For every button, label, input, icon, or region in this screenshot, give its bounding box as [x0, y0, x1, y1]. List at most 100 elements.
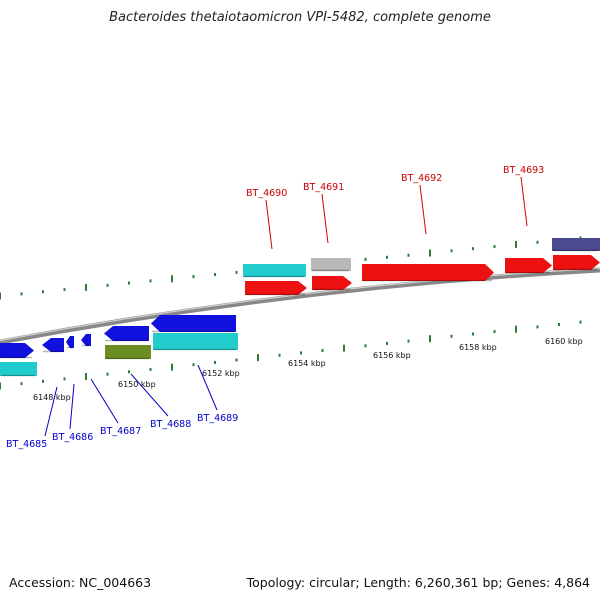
gene-labels: 6148 kbp 6150 kbp 6152 kbp 6154 kbp 6156 kbp…	[6, 165, 583, 450]
label-leader-lines	[44, 176, 528, 437]
leader-line	[520, 176, 528, 227]
feature-bt4685-gene	[0, 362, 37, 376]
lower-tick	[106, 372, 109, 376]
gene-label-bt4687: BT_4687	[100, 426, 141, 437]
gene-label-bt4689: BT_4689	[197, 413, 238, 424]
feature-bt4690-cds	[245, 281, 307, 295]
lower-tick	[386, 341, 388, 345]
upper-tick	[472, 247, 474, 251]
lower-tick	[536, 325, 539, 329]
feature-bt4691-cds	[312, 276, 352, 290]
feature-bt4687-cds	[81, 334, 91, 346]
accession-text: Accession: NC_004663	[9, 575, 152, 590]
leader-line	[265, 199, 273, 250]
upper-tick	[235, 270, 238, 274]
upper-tick	[20, 292, 23, 296]
feature-bt4686-cds	[42, 338, 64, 352]
lower-tick	[278, 353, 281, 357]
feature-bt4685-cds	[0, 343, 34, 358]
genome-title: Bacteroides thetaiotaomicron VPI-5482, c…	[109, 10, 491, 25]
lower-tick	[42, 379, 44, 383]
feature-bt4688-cds	[104, 326, 149, 341]
lower-tick	[300, 351, 302, 355]
upper-tick	[192, 275, 195, 279]
lower-tick	[192, 363, 195, 367]
leader-line	[197, 364, 218, 411]
lower-tick	[128, 370, 130, 374]
leader-line	[90, 378, 119, 424]
lower-tick	[579, 320, 582, 324]
leader-line	[321, 193, 329, 244]
feature-bt4689-cds	[151, 315, 236, 332]
lower-tick	[407, 339, 410, 343]
genome-backbone-highlight	[0, 267, 600, 342]
lower-tick	[214, 360, 216, 364]
lower-tick	[472, 332, 474, 336]
gene-label-bt4693: BT_4693	[503, 165, 544, 176]
lower-tick	[85, 373, 87, 380]
upper-tick	[42, 290, 44, 294]
lower-tick	[257, 354, 259, 362]
lower-tick	[149, 367, 152, 371]
upper-tick	[171, 275, 173, 283]
gene-label-bt4685: BT_4685	[6, 439, 47, 450]
genome-stats-text: Topology: circular; Length: 6,260,361 bp…	[246, 575, 590, 590]
lower-tick	[493, 330, 496, 334]
upper-tick	[128, 281, 130, 285]
feature-bt4690-gene	[243, 264, 306, 277]
lower-tick	[450, 334, 453, 338]
lower-tick	[171, 363, 173, 371]
upper-tick	[0, 292, 1, 300]
upper-tick	[407, 253, 410, 257]
kbp-label: 6158 kbp	[459, 343, 497, 352]
gene-label-bt4686: BT_4686	[52, 432, 93, 443]
kbp-label: 6150 kbp	[118, 380, 156, 389]
feature-bt4693-cds	[505, 258, 552, 273]
lower-tick	[63, 377, 66, 381]
leader-line	[69, 383, 75, 430]
gene-features	[0, 238, 600, 377]
kbp-label: 6160 kbp	[545, 337, 583, 346]
tick-marks	[0, 236, 582, 390]
feature-slate-gene	[552, 238, 600, 251]
upper-tick	[85, 283, 87, 291]
feature-next-cds	[553, 255, 600, 270]
feature-bt4692-cds	[362, 264, 494, 281]
gene-label-bt4690: BT_4690	[246, 188, 287, 199]
lower-tick	[20, 382, 23, 386]
feature-bt4689-gene	[153, 333, 238, 350]
upper-tick	[149, 279, 152, 283]
gene-label-bt4692: BT_4692	[401, 173, 442, 184]
leader-line	[130, 373, 169, 417]
kbp-label: 6152 kbp	[202, 369, 240, 378]
upper-tick	[493, 245, 496, 249]
gene-label-bt4688: BT_4688	[150, 419, 191, 430]
kbp-label: 6148 kbp	[33, 393, 71, 402]
upper-tick	[364, 257, 367, 261]
leader-line	[44, 386, 58, 437]
feature-bt4691-gene	[311, 258, 351, 271]
lower-tick	[343, 344, 345, 352]
upper-tick	[536, 240, 539, 244]
upper-tick	[214, 273, 216, 276]
upper-tick	[450, 249, 453, 253]
gene-label-bt4691: BT_4691	[303, 182, 344, 193]
upper-tick	[63, 288, 66, 292]
feature-bt4688-gene	[105, 345, 151, 359]
lower-tick	[515, 325, 517, 333]
kbp-label: 6156 kbp	[373, 351, 411, 360]
lower-tick	[321, 349, 324, 352]
lower-tick	[558, 323, 560, 326]
lower-tick	[235, 358, 238, 362]
upper-tick	[386, 255, 388, 259]
upper-tick	[515, 240, 517, 248]
upper-tick	[106, 283, 109, 287]
feature-small-cds-a	[66, 336, 74, 348]
lower-tick	[364, 344, 367, 348]
upper-tick	[579, 236, 582, 240]
lower-tick	[429, 335, 431, 343]
upper-tick	[429, 249, 431, 257]
leader-line	[419, 184, 427, 235]
kbp-label: 6154 kbp	[288, 359, 326, 368]
